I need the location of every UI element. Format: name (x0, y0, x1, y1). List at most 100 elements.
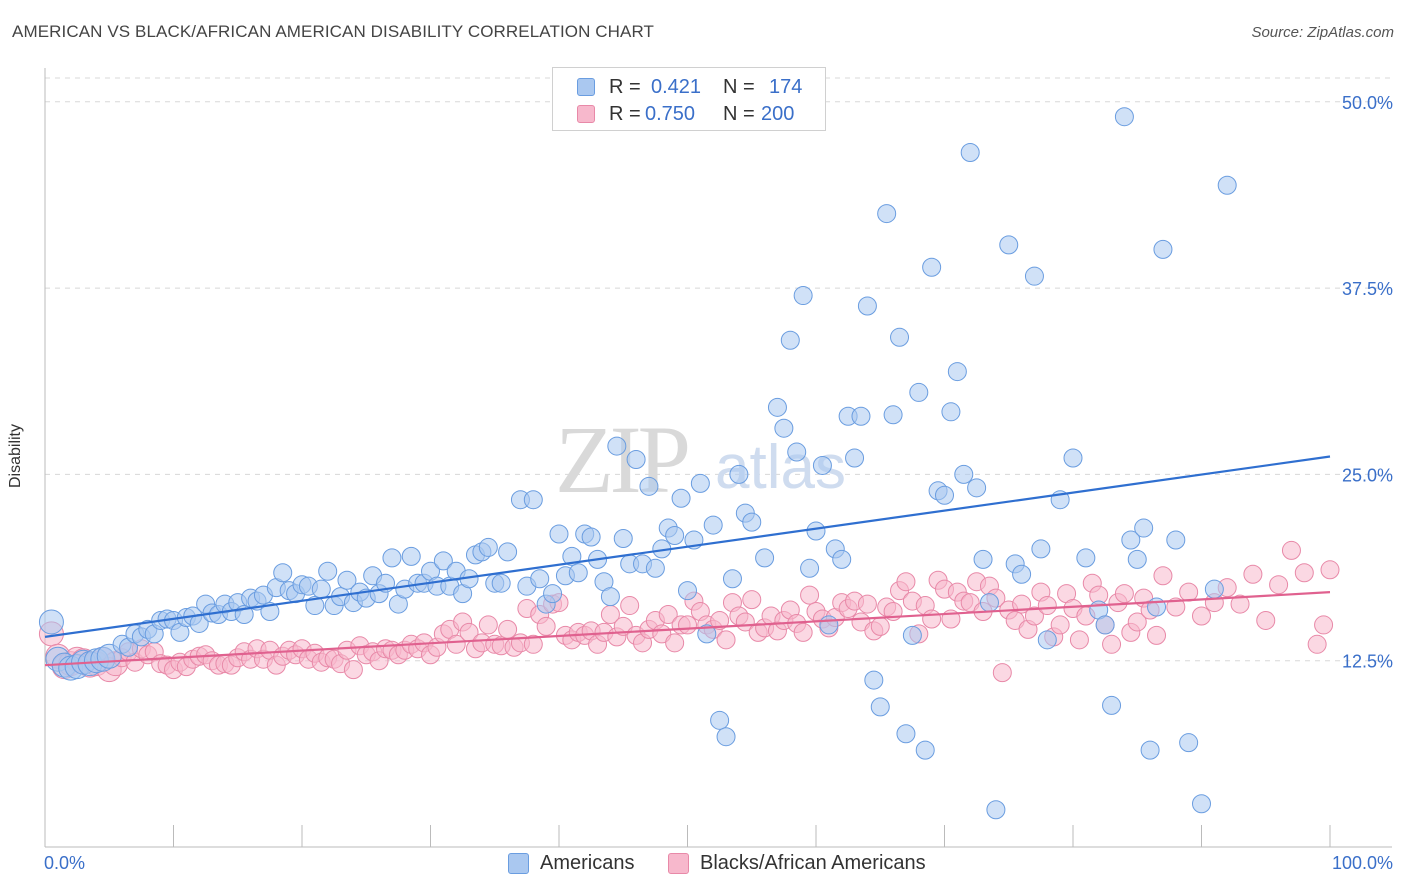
black-point (1320, 560, 1340, 580)
r-label: R = (609, 76, 641, 98)
n-value: 200 (761, 103, 795, 125)
x-tick-label: 0.0% (44, 853, 85, 873)
black-point (1281, 540, 1301, 560)
americans-point (774, 418, 794, 438)
americans-point (896, 724, 916, 744)
americans-point (947, 362, 967, 382)
y-tick-label: 37.5% (1342, 279, 1393, 299)
black-point (1192, 606, 1211, 626)
americans-point (819, 615, 839, 635)
black-point (992, 663, 1012, 683)
americans-point (870, 697, 890, 717)
black-point (1102, 634, 1122, 654)
americans-point (1153, 239, 1173, 259)
americans-point (318, 561, 338, 581)
black-point (1269, 575, 1289, 595)
black-point (1166, 597, 1186, 617)
americans-point (832, 549, 852, 569)
y-tick-label: 12.5% (1342, 652, 1393, 672)
americans-point (1192, 794, 1211, 814)
black-point (1024, 606, 1044, 626)
y-tick-label: 25.0% (1342, 465, 1393, 485)
americans-point (909, 382, 929, 402)
americans-point (562, 546, 582, 566)
black-point (1230, 594, 1250, 614)
americans-point (523, 490, 543, 510)
americans-point (38, 609, 64, 635)
americans-point (729, 464, 749, 484)
chart-title: AMERICAN VS BLACK/AFRICAN AMERICAN DISAB… (12, 22, 655, 41)
americans-point (568, 563, 588, 583)
black-point (1153, 566, 1173, 586)
black-point (536, 616, 556, 636)
black-point (870, 616, 890, 636)
americans-point (1012, 564, 1032, 584)
americans-point (1140, 740, 1160, 760)
black-point (716, 630, 736, 650)
watermark-zip: ZIP (555, 406, 688, 513)
americans-point (941, 402, 961, 422)
americans-point (864, 670, 884, 690)
grid-lines (45, 77, 1392, 662)
americans-point (401, 546, 421, 566)
americans-point (999, 235, 1019, 255)
black-swatch (668, 853, 689, 874)
americans-point (703, 515, 723, 535)
americans-point (613, 528, 633, 548)
americans-point (767, 397, 787, 417)
americans-point (851, 406, 871, 426)
y-tick-label: 50.0% (1342, 93, 1393, 113)
americans-point (986, 800, 1006, 820)
black-point (1069, 630, 1089, 650)
black-point (1179, 582, 1199, 602)
americans-point (935, 485, 954, 505)
americans-point (1217, 175, 1237, 195)
y-axis-label: Disability (7, 423, 24, 489)
n-value: 174 (769, 76, 803, 98)
series-legend: Americans Blacks/African Americans (0, 852, 1406, 876)
americans-point (742, 512, 762, 532)
americans-point (1134, 518, 1154, 538)
americans-point (812, 455, 832, 475)
americans-point (1063, 448, 1083, 468)
black-point (857, 594, 877, 614)
black-point (498, 619, 518, 639)
black-point (1147, 625, 1167, 645)
n-label: N = (723, 103, 755, 125)
r-label: R = (609, 103, 641, 125)
black-point (800, 585, 820, 605)
americans-point (600, 587, 620, 607)
black-point (446, 634, 466, 654)
americans-point (915, 740, 935, 760)
black-point (658, 605, 678, 624)
legend-label: Americans (540, 852, 635, 874)
r-value: 0.421 (651, 76, 702, 98)
black-point (1294, 563, 1314, 583)
americans-point (645, 558, 665, 578)
americans-point (1121, 530, 1141, 550)
americans-swatch (508, 853, 529, 874)
black-point (1314, 615, 1334, 635)
black-point (1114, 584, 1134, 604)
americans-point (883, 405, 903, 425)
americans-point (960, 142, 980, 162)
americans-point (305, 596, 325, 616)
black-point (620, 596, 640, 616)
americans-point (1204, 579, 1224, 599)
black-trend-line (44, 591, 1331, 667)
axes (44, 68, 1392, 848)
americans-point (954, 464, 974, 484)
americans-point (877, 204, 897, 224)
americans-point (922, 257, 942, 277)
americans-point (755, 548, 775, 568)
americans-point (1024, 266, 1044, 286)
americans-point (967, 478, 987, 498)
americans-point (311, 579, 331, 599)
black-point (1037, 596, 1057, 616)
americans-point (1102, 695, 1122, 715)
americans-point (793, 286, 813, 306)
x-tick-label: 100.0% (1332, 853, 1393, 873)
americans-point (1095, 615, 1115, 635)
americans-point (665, 526, 685, 546)
legend-label: Blacks/African Americans (700, 852, 926, 874)
